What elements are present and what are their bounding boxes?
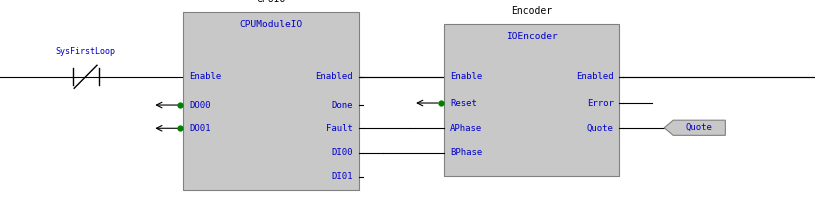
Text: Enabled: Enabled [576,72,614,81]
Text: DO01: DO01 [189,124,210,133]
Text: DI00: DI00 [332,148,353,157]
Text: Enabled: Enabled [315,72,353,81]
Text: Fault: Fault [326,124,353,133]
Text: Error: Error [587,99,614,107]
Text: SysFirstLoop: SysFirstLoop [55,47,116,56]
Text: CPUIO: CPUIO [256,0,286,4]
Text: APhase: APhase [450,124,482,133]
Text: CPUModuleIO: CPUModuleIO [240,20,302,29]
Text: Reset: Reset [450,99,477,107]
Text: Done: Done [332,101,353,109]
Text: Encoder: Encoder [511,6,553,16]
Text: DO00: DO00 [189,101,210,109]
Text: Quote: Quote [686,123,712,132]
Text: Enable: Enable [450,72,482,81]
Text: Enable: Enable [189,72,222,81]
FancyBboxPatch shape [444,24,619,176]
Text: Quote: Quote [587,124,614,133]
Polygon shape [664,120,725,135]
Text: IOEncoder: IOEncoder [506,32,557,41]
Text: BPhase: BPhase [450,148,482,157]
Text: DI01: DI01 [332,172,353,181]
FancyBboxPatch shape [183,12,359,190]
